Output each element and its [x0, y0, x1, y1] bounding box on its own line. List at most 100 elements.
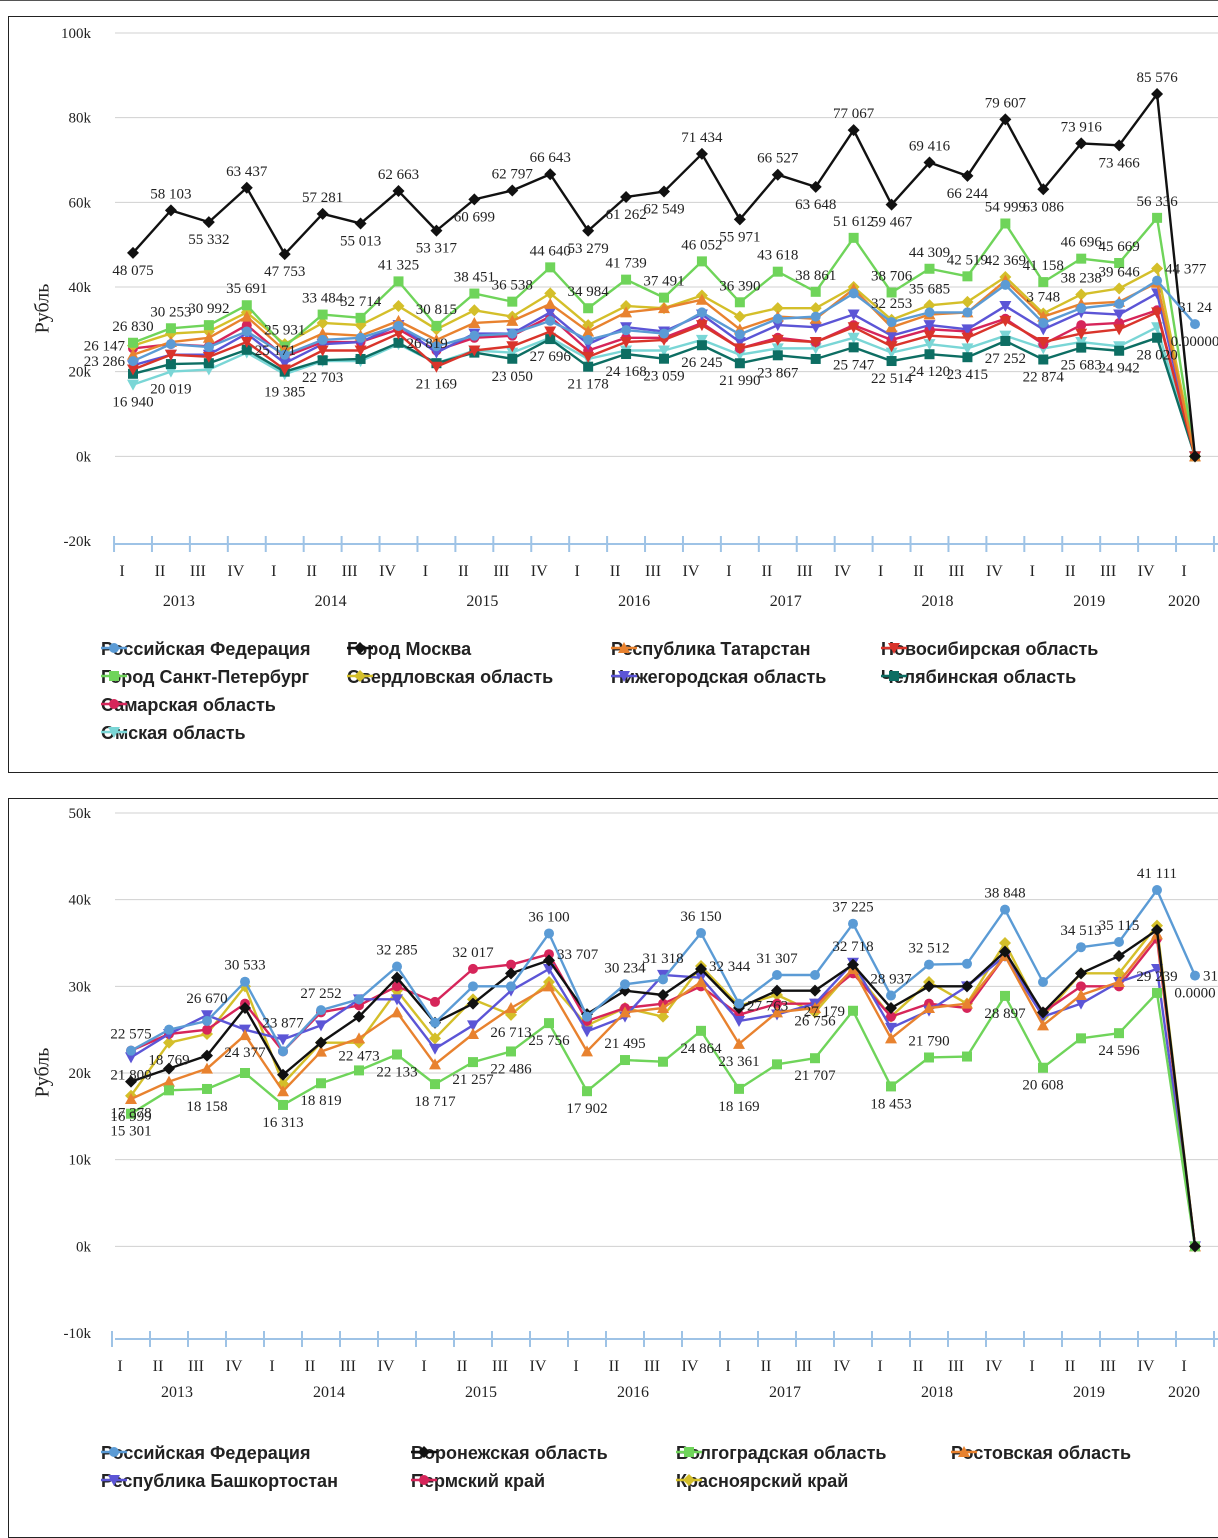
chart-1-data-label: 22 874 — [1023, 370, 1065, 386]
chart-1-data-label: 44 640 — [530, 243, 571, 259]
chart-1-quarter-label: IV — [379, 563, 396, 580]
chart-1-legend-item[interactable]: Город Санкт-Петербург — [101, 667, 309, 688]
chart-2-quarter-label: IV — [1138, 1358, 1155, 1375]
chart-2-quarter-label: I — [877, 1358, 882, 1375]
chart-1-point — [1151, 262, 1164, 275]
chart-2-point — [581, 1026, 593, 1038]
chart-1-quarter-label: IV — [834, 563, 851, 580]
chart-2-data-label: 23 877 — [262, 1015, 304, 1031]
chart-1-point — [203, 320, 214, 331]
chart-1-quarter-label: IV — [531, 563, 548, 580]
chart-1-data-label: 24 168 — [605, 364, 646, 380]
chart-1-point — [203, 358, 214, 369]
chart-2-legend-item[interactable]: Воронежская область — [411, 1443, 608, 1464]
chart-1-point — [278, 248, 291, 261]
chart-2-quarter-label: III — [644, 1358, 660, 1375]
chart-1-data-label: 55 332 — [188, 232, 229, 248]
chart-2-quarter-label: I — [117, 1358, 122, 1375]
chart-1-legend-label: Нижегородская область — [611, 667, 827, 687]
chart-2-point — [392, 981, 402, 992]
chart-2-data-label: 17 378 — [110, 1106, 151, 1122]
chart-2-legend-item[interactable]: Российская Федерация — [101, 1443, 310, 1464]
chart-1-point — [392, 300, 405, 313]
chart-1-point — [848, 342, 859, 353]
chart-2-point — [810, 970, 820, 981]
chart-2-point — [315, 1020, 327, 1032]
chart-1-point — [848, 288, 859, 299]
chart-1-legend-item[interactable]: Свердловская область — [347, 667, 553, 688]
chart-1-data-label: 38 238 — [1061, 270, 1102, 286]
chart-2-legend-item[interactable]: Республика Башкортостан — [101, 1471, 338, 1492]
chart-1-data-label: 53 317 — [416, 241, 458, 257]
chart-1-legend-item[interactable]: Челябинская область — [881, 667, 1076, 688]
chart-2-data-label: 32 344 — [709, 959, 751, 975]
chart-2-data-label: 33 707 — [557, 947, 599, 963]
chart-1-point — [544, 326, 557, 338]
chart-2-quarter-label: II — [305, 1358, 316, 1375]
chart-1-data-label: 25 747 — [833, 357, 875, 373]
chart-1-point — [545, 315, 556, 326]
chart-1-point — [771, 302, 784, 315]
chart-2-legend-item[interactable]: Красноярский край — [676, 1471, 848, 1492]
chart-1-data-label: 0.00000 — [1171, 334, 1218, 350]
chart-1-point — [696, 256, 707, 267]
chart-1-quarter-label: III — [493, 563, 509, 580]
chart-1-point — [1189, 450, 1201, 463]
chart-1-point — [1037, 337, 1050, 349]
chart-1-y-tick-label: 80k — [69, 111, 92, 127]
chart-1-point — [620, 300, 633, 313]
chart-1-y-axis-label: Рубль — [31, 283, 54, 334]
chart-1-point — [923, 330, 936, 342]
chart-2-legend-label: Ростовская область — [951, 1443, 1132, 1463]
chart-1-point — [240, 337, 253, 349]
chart-1-data-label: 47 753 — [264, 264, 305, 280]
chart-1-quarter-label: II — [913, 563, 924, 580]
chart-2-point — [201, 1049, 213, 1062]
chart-1-point — [961, 295, 974, 308]
chart-1-data-label: 27 696 — [530, 349, 572, 365]
chart-1-legend-item[interactable]: Российская Федерация — [101, 639, 310, 660]
chart-1-point — [771, 320, 784, 332]
chart-1-data-label: 63 648 — [795, 197, 836, 213]
chart-1-point — [468, 193, 481, 206]
chart-2-point — [734, 1083, 744, 1094]
chart-1-point — [924, 307, 935, 318]
chart-1-point — [695, 293, 708, 305]
chart-2-year-label: 2017 — [769, 1384, 801, 1401]
chart-1-data-label: 23 286 — [84, 354, 126, 370]
chart-1-legend-item[interactable]: Новосибирская область — [881, 639, 1098, 660]
chart-1-point — [923, 299, 936, 312]
chart-1-data-label: 41 739 — [605, 256, 646, 272]
chart-1-point — [1152, 212, 1163, 223]
chart-1-quarter-label: IV — [227, 563, 244, 580]
chart-1-legend-item[interactable]: Республика Татарстан — [611, 639, 811, 660]
chart-1-data-label: 25 683 — [1061, 358, 1102, 374]
chart-1-legend-item[interactable]: Самарская область — [101, 695, 276, 716]
chart-2-point — [1151, 924, 1163, 936]
chart-2-quarter-label: I — [421, 1358, 426, 1375]
chart-2-point — [240, 976, 250, 987]
chart-2-quarter-label: II — [153, 1358, 164, 1375]
chart-2-quarter-label: I — [1181, 1358, 1186, 1375]
chart-2-legend-item[interactable]: Ростовская область — [951, 1443, 1131, 1464]
chart-1-point — [506, 341, 519, 353]
chart-1-data-label: 55 971 — [719, 229, 760, 245]
chart-2-point — [467, 997, 479, 1010]
chart-2-point — [354, 1065, 364, 1076]
chart-1-point — [278, 364, 291, 376]
chart-1-legend-item[interactable]: Нижегородская область — [611, 667, 826, 688]
chart-1-legend-item[interactable]: Город Москва — [347, 639, 471, 660]
chart-2-data-label: 21 707 — [794, 1068, 836, 1084]
chart-1-legend-label: Российская Федерация — [101, 639, 311, 659]
chart-2-legend-item[interactable]: Пермский край — [411, 1471, 545, 1492]
chart-1-legend-item[interactable]: Омская область — [101, 723, 246, 744]
chart-1-data-label: 16 940 — [112, 395, 153, 411]
chart-2-point — [772, 1059, 782, 1070]
chart-1-point — [164, 204, 177, 217]
chart-2-legend: Российская Федерация Воронежская область В… — [101, 1443, 1201, 1523]
chart-2-point — [923, 1002, 935, 1013]
chart-1-legend-marker-icon — [347, 670, 373, 682]
chart-1-point — [583, 334, 594, 345]
chart-1-legend-marker-icon — [101, 671, 127, 681]
chart-2-legend-item[interactable]: Волгоградская область — [676, 1443, 886, 1464]
